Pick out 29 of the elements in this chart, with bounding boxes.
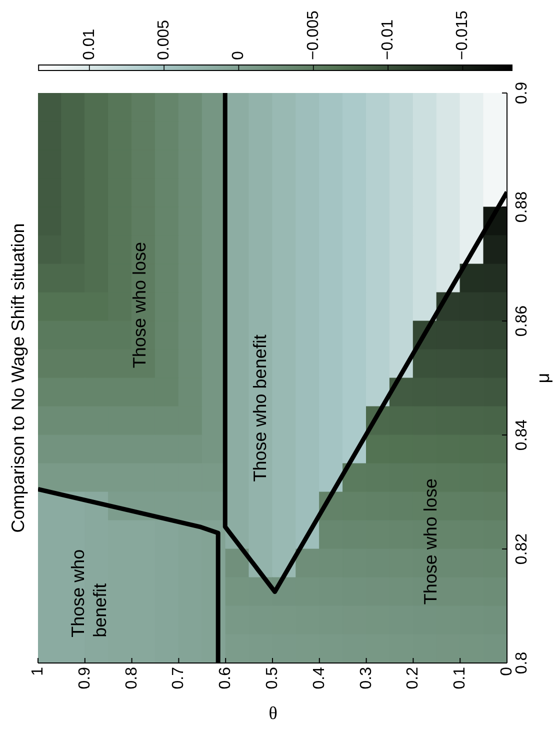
x-tick-label: 0 [498,666,516,676]
x-tick-label: 0.5 [264,666,281,690]
color-bar-label: 0 [230,51,248,60]
y-tick-label: 0.86 [514,305,530,337]
color-bar-label: 0.01 [80,28,98,60]
x-tick-label: 0.9 [76,666,94,690]
x-tick-label: 0.4 [310,666,328,690]
y-tick-label: 0.9 [514,82,530,104]
text: Comparison to No Wage Shift situation [8,223,28,533]
y-tick-label: 0.82 [514,533,530,565]
color-bar-label: 0.005 [156,20,173,60]
annotation: Those who lose [129,242,150,368]
color-bar-label: −0.01 [380,19,397,60]
x-tick-label: 0.2 [404,666,422,690]
x-tick-label: 1 [30,666,46,676]
y-axis-title: μ [533,372,553,384]
annotation: Those who benefit [250,334,270,482]
x-tick-label: 0.8 [123,666,140,690]
y-tick-label: 0.84 [514,419,530,451]
x-tick-label: 0.7 [170,666,188,690]
x-tick-label: 0.1 [452,666,469,690]
y-tick-label: 0.88 [514,191,530,223]
annotation: Those who benefit [68,549,110,638]
annotation: Those who lose [420,478,441,605]
color-bar-label: −0.015 [454,10,472,60]
color-bar-label: −0.005 [304,10,322,60]
x-tick-label: 0.6 [217,666,234,690]
x-tick-label: 0.3 [358,666,375,690]
x-axis-title: θ [268,703,278,723]
